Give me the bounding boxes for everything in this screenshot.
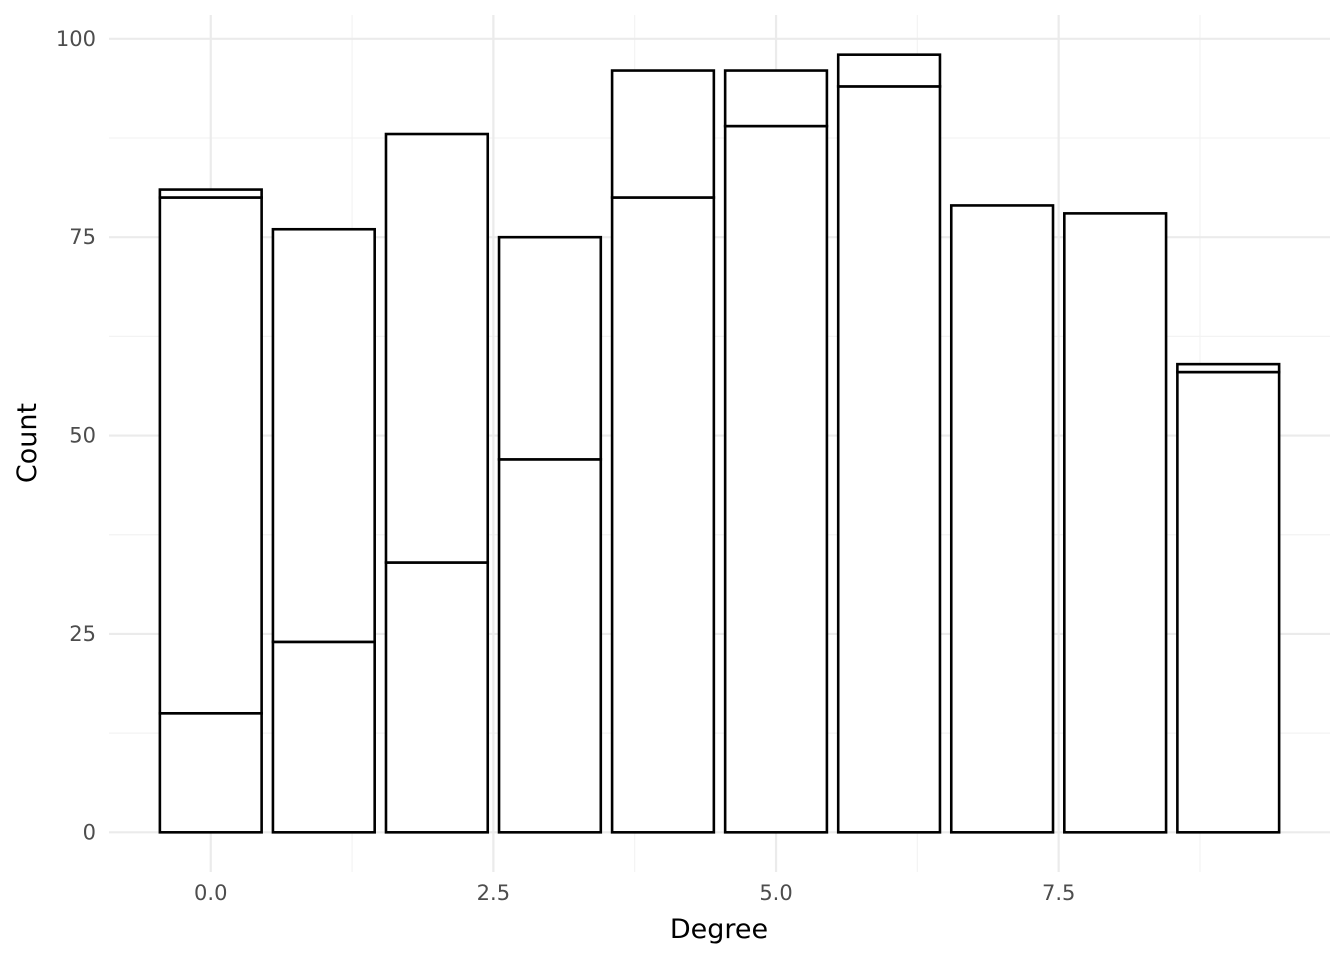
bar-segment	[497, 458, 603, 834]
y-tick-label: 75	[69, 225, 96, 249]
bar-segment	[158, 196, 263, 715]
bar-segment	[949, 204, 1055, 834]
bar-segment	[497, 235, 603, 461]
bar-segment	[723, 124, 829, 834]
y-tick-label: 50	[69, 424, 96, 448]
bar-segment	[1063, 212, 1168, 834]
y-tick-label: 0	[83, 820, 96, 844]
x-tick-label: 0.0	[194, 881, 227, 905]
bar-segment	[723, 69, 829, 128]
x-tick-label: 5.0	[759, 881, 792, 905]
bar-segment	[384, 561, 490, 834]
bar-segment	[836, 53, 942, 88]
bar-segment	[158, 711, 263, 834]
bar-segment	[610, 196, 716, 834]
bars	[158, 53, 1281, 834]
bar-segment	[271, 640, 376, 834]
bar-segment	[1176, 370, 1281, 834]
bar-segment	[158, 188, 263, 199]
y-tick-label: 25	[69, 622, 96, 646]
bar-segment	[610, 69, 716, 199]
bar-segment	[836, 85, 942, 834]
x-axis-ticks: 0.0 2.5 5.0 7.5	[194, 881, 1075, 905]
x-axis-title: Degree	[670, 914, 768, 945]
y-axis-title: Count	[12, 403, 43, 483]
bar-segment	[1176, 362, 1281, 374]
y-axis-ticks: 0 25 50 75 100	[56, 27, 96, 845]
bar-segment	[384, 132, 490, 564]
x-tick-label: 7.5	[1042, 881, 1075, 905]
y-tick-label: 100	[56, 27, 96, 51]
x-tick-label: 2.5	[477, 881, 510, 905]
bar-segment	[271, 227, 376, 644]
